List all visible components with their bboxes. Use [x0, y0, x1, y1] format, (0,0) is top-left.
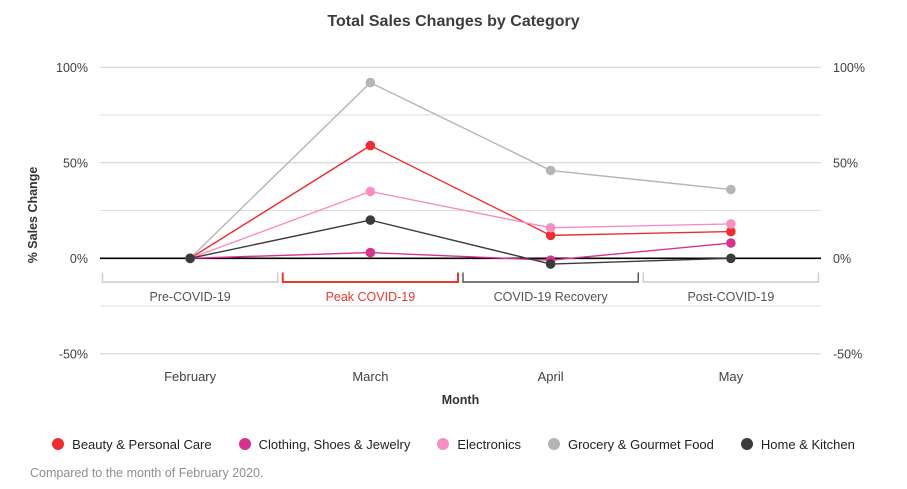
month-tick-label: March: [352, 369, 388, 384]
series-line: [189, 81, 731, 259]
footnote: Compared to the month of February 2020.: [30, 466, 264, 480]
legend-swatch-icon: [52, 438, 65, 450]
period-label: Post-COVID-19: [687, 290, 774, 304]
period-bracket: [101, 272, 279, 283]
period-label: Peak COVID-19: [326, 290, 416, 304]
data-point: [365, 77, 376, 88]
legend-swatch-icon: [437, 438, 450, 450]
data-point: [545, 165, 556, 176]
data-point: [726, 238, 736, 248]
data-point: [726, 226, 736, 237]
legend-swatch-icon: [547, 438, 560, 450]
series-line: [190, 242, 731, 261]
legend-swatch-icon: [238, 438, 251, 450]
period-bracket: [462, 272, 639, 283]
legend-label: Electronics: [457, 436, 521, 452]
data-point: [726, 184, 736, 195]
period-bracket: [281, 272, 459, 283]
legend-label: Clothing, Shoes & Jewelry: [258, 436, 411, 452]
data-point: [365, 140, 376, 151]
legend-item: Electronics: [437, 437, 521, 452]
y-tick-label-left: 50%: [63, 156, 88, 170]
data-point: [726, 219, 736, 229]
data-point: [545, 222, 556, 233]
data-point: [365, 215, 376, 225]
period-label: Pre-COVID-19: [149, 290, 230, 304]
chart-title: Total Sales Changes by Category: [327, 13, 580, 30]
series-line: [189, 219, 731, 265]
data-point: [185, 253, 195, 264]
legend-label: Home & Kitchen: [760, 436, 855, 452]
legend-swatch-icon: [740, 438, 753, 450]
y-tick-label-right: -50%: [833, 347, 862, 361]
legend-item: Grocery & Gourmet Food: [547, 436, 714, 452]
month-tick-label: April: [538, 369, 564, 384]
legend-item: Clothing, Shoes & Jewelry: [238, 436, 411, 452]
legend-item: Beauty & Personal Care: [52, 436, 212, 452]
legend: Beauty & Personal Care Clothing, Shoes & …: [0, 431, 907, 457]
y-tick-label-right: 100%: [833, 61, 865, 75]
data-point: [545, 259, 556, 269]
data-point: [726, 253, 736, 264]
legend-label: Grocery & Gourmet Food: [567, 436, 714, 452]
month-tick-label: February: [164, 369, 217, 384]
series-line: [189, 190, 731, 259]
legend-item: Home & Kitchen: [740, 436, 855, 452]
period-bracket: [642, 272, 820, 283]
y-tick-label-left: -50%: [59, 347, 88, 361]
x-axis-title: Month: [442, 393, 479, 407]
y-tick-label-left: 0%: [70, 252, 88, 266]
y-tick-label-right: 50%: [833, 156, 858, 170]
data-point: [365, 247, 376, 258]
y-tick-label-right: 0%: [833, 252, 851, 266]
legend-label: Beauty & Personal Care: [72, 436, 212, 452]
y-tick-label-left: 100%: [56, 61, 88, 75]
y-axis-title: % Sales Change: [26, 167, 40, 264]
series-line: [189, 144, 731, 259]
month-tick-label: May: [719, 369, 744, 384]
data-point: [545, 230, 556, 241]
period-label: COVID-19 Recovery: [494, 290, 609, 304]
data-point: [365, 186, 376, 197]
